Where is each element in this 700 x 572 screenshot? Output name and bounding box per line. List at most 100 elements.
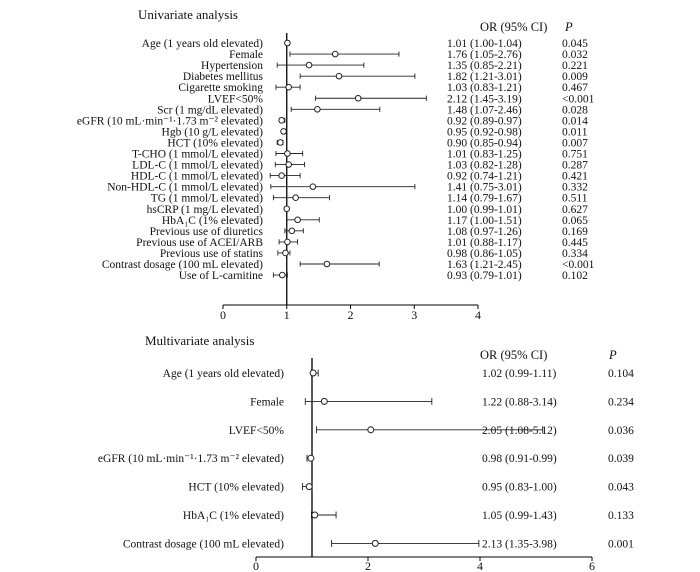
univariate-or-point bbox=[277, 139, 284, 146]
multivariate-row-or-ci: 1.05 (0.99-1.43) bbox=[482, 510, 557, 522]
univariate-or-point bbox=[280, 128, 287, 135]
multivariate-row-or-ci: 2.05 (1.08-5.12) bbox=[482, 425, 557, 437]
univariate-or-point bbox=[309, 183, 317, 190]
univariate-row-or-ci: 1.76 (1.05-2.76) bbox=[447, 49, 522, 61]
univariate-or-point bbox=[282, 249, 289, 257]
univariate-row-p-value: 0.045 bbox=[562, 38, 588, 50]
univariate-row-or-ci: 1.14 (0.79-1.67) bbox=[447, 193, 522, 205]
univariate-row-p-value: 0.221 bbox=[562, 60, 588, 72]
univariate-row-p-value: 0.511 bbox=[562, 193, 588, 205]
multivariate-or-header: OR (95% CI) bbox=[480, 348, 547, 362]
multivariate-row-label: eGFR (10 mL·min⁻¹·1.73 m⁻² elevated) bbox=[98, 453, 284, 465]
univariate-or-header: OR (95% CI) bbox=[480, 20, 547, 34]
univariate-row-label: Female bbox=[229, 49, 263, 61]
univariate-row-or-ci: 1.03 (0.82-1.28) bbox=[447, 160, 522, 172]
univariate-or-point bbox=[278, 172, 285, 179]
multivariate-row-label: Female bbox=[250, 396, 284, 408]
univariate-panel: Univariate analysis OR (95% CI) P Age (1… bbox=[77, 7, 595, 322]
univariate-row-p-value: 0.751 bbox=[562, 149, 588, 161]
univariate-or-point bbox=[294, 216, 301, 224]
univariate-row-or-ci: 1.01 (0.83-1.25) bbox=[447, 149, 522, 161]
univariate-row-label: hsCRP (1 mg/L elevated) bbox=[147, 204, 264, 216]
univariate-row-p-value: 0.065 bbox=[562, 215, 588, 227]
univariate-row-label: LDL-C (1 mmol/L elevated) bbox=[132, 160, 263, 172]
univariate-row-p-value: <0.001 bbox=[562, 259, 595, 271]
multivariate-or-point bbox=[367, 426, 375, 434]
univariate-or-point bbox=[314, 106, 321, 113]
multivariate-marks bbox=[302, 358, 544, 557]
univariate-row-p-value: 0.028 bbox=[562, 104, 588, 116]
univariate-row-or-ci: 1.08 (0.97-1.26) bbox=[447, 226, 522, 238]
univariate-marks bbox=[269, 33, 427, 305]
univariate-row-p-value: 0.421 bbox=[562, 171, 588, 183]
univariate-row-p-value: <0.001 bbox=[562, 93, 595, 105]
univariate-row-or-ci: 0.90 (0.85-0.94) bbox=[447, 137, 522, 149]
univariate-row-or-ci: 0.92 (0.89-0.97) bbox=[447, 115, 522, 127]
multivariate-row-p-value: 0.039 bbox=[608, 453, 634, 465]
univariate-row-or-ci: 1.17 (1.00-1.51) bbox=[447, 215, 522, 227]
univariate-row-label: T-CHO (1 mmol/L elevated) bbox=[132, 149, 263, 161]
univariate-or-point bbox=[284, 39, 291, 47]
univariate-row-label: Use of L-carnitine bbox=[179, 270, 263, 282]
univariate-row-p-value: 0.032 bbox=[562, 49, 588, 61]
univariate-row-label: Age (1 years old elevated) bbox=[142, 38, 264, 50]
multivariate-tick-label: 6 bbox=[589, 559, 595, 572]
univariate-row-or-ci: 1.01 (0.88-1.17) bbox=[447, 237, 522, 249]
multivariate-or-point bbox=[320, 397, 328, 405]
univariate-tick-label: 1 bbox=[284, 308, 290, 322]
univariate-or-point bbox=[283, 205, 291, 213]
univariate-or-point bbox=[323, 260, 331, 268]
multivariate-or-point bbox=[307, 454, 315, 462]
univariate-or-point bbox=[288, 227, 296, 235]
univariate-or-point bbox=[284, 238, 291, 246]
univariate-tick-label: 3 bbox=[411, 308, 417, 322]
multivariate-or-point bbox=[371, 539, 379, 547]
multivariate-row-p-value: 0.104 bbox=[608, 368, 634, 380]
univariate-or-point bbox=[331, 50, 339, 58]
univariate-tick-label: 0 bbox=[220, 308, 226, 322]
univariate-row-p-value: 0.445 bbox=[562, 237, 588, 249]
univariate-or-point bbox=[278, 117, 285, 124]
univariate-row-label: Scr (1 mg/dL elevated) bbox=[157, 104, 263, 116]
multivariate-p-header: P bbox=[608, 348, 617, 362]
multivariate-row-p-value: 0.133 bbox=[608, 510, 634, 522]
univariate-row-p-value: 0.011 bbox=[562, 126, 588, 138]
univariate-row-label: Previous use of diuretics bbox=[150, 226, 264, 238]
univariate-row-p-value: 0.467 bbox=[562, 82, 588, 94]
univariate-row-p-value: 0.169 bbox=[562, 226, 588, 238]
univariate-or-point bbox=[335, 72, 343, 80]
univariate-row-or-ci: 1.41 (0.75-3.01) bbox=[447, 182, 522, 194]
univariate-tick-label: 2 bbox=[348, 308, 354, 322]
univariate-or-point bbox=[285, 161, 292, 168]
univariate-row-or-ci: 2.12 (1.45-3.19) bbox=[447, 93, 522, 105]
multivariate-row-label: LVEF<50% bbox=[229, 425, 285, 437]
univariate-row-or-ci: 0.92 (0.74-1.21) bbox=[447, 171, 522, 183]
univariate-row-label: LVEF<50% bbox=[208, 93, 264, 105]
multivariate-rows: Age (1 years old elevated) 1.02 (0.99-1.1… bbox=[98, 368, 634, 550]
univariate-tick-label: 4 bbox=[475, 308, 481, 322]
multivariate-x-axis: 0 2 4 6 bbox=[253, 556, 595, 572]
multivariate-row-or-ci: 1.02 (0.99-1.11) bbox=[482, 368, 556, 380]
univariate-x-axis: 0 1 2 3 4 bbox=[220, 304, 481, 322]
univariate-row-or-ci: 0.95 (0.92-0.98) bbox=[447, 126, 522, 138]
multivariate-panel: Multivariate analysis OR (95% CI) P Age … bbox=[98, 333, 634, 572]
univariate-row-p-value: 0.007 bbox=[562, 137, 588, 149]
univariate-row-or-ci: 0.93 (0.79-1.01) bbox=[447, 270, 522, 282]
multivariate-row-or-ci: 1.22 (0.88-3.14) bbox=[482, 396, 557, 408]
univariate-or-point bbox=[292, 194, 299, 201]
univariate-row-p-value: 0.627 bbox=[562, 204, 588, 216]
multivariate-row-p-value: 0.036 bbox=[608, 425, 634, 437]
multivariate-tick-label: 2 bbox=[365, 559, 371, 572]
univariate-rows: Age (1 years old elevated) 1.01 (1.00-1.0… bbox=[77, 38, 595, 282]
multivariate-row-label: Age (1 years old elevated) bbox=[163, 368, 285, 380]
multivariate-row-label: Contrast dosage (100 mL elevated) bbox=[123, 538, 284, 550]
univariate-row-or-ci: 0.98 (0.86-1.05) bbox=[447, 248, 522, 260]
univariate-row-label: HCT (10% elevated) bbox=[167, 137, 263, 149]
multivariate-row-p-value: 0.234 bbox=[608, 396, 634, 408]
univariate-row-or-ci: 1.82 (1.21-3.01) bbox=[447, 71, 522, 83]
univariate-row-label: Previous use of ACEI/ARB bbox=[136, 237, 263, 249]
univariate-or-point bbox=[285, 83, 292, 91]
univariate-row-or-ci: 1.03 (0.83-1.21) bbox=[447, 82, 522, 94]
univariate-row-label: Non-HDL-C (1 mmol/L elevated) bbox=[107, 182, 263, 194]
univariate-or-point bbox=[284, 150, 291, 157]
